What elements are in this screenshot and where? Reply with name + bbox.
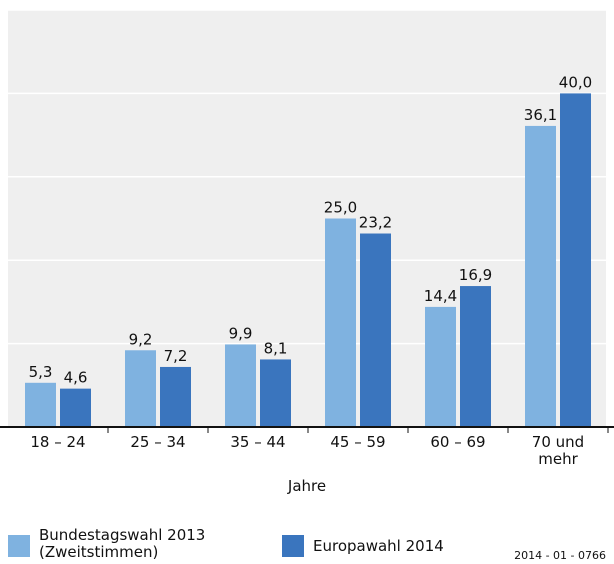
legend-swatch (282, 535, 304, 557)
bar (325, 218, 356, 427)
value-label: 9,9 (229, 324, 253, 342)
x-tick-label: 18 – 24 (30, 433, 86, 451)
value-label: 23,2 (359, 214, 392, 232)
value-label: 7,2 (164, 347, 188, 365)
bar (525, 125, 556, 428)
x-tick-label: 70 und mehr (531, 433, 585, 468)
x-tick-label: 60 – 69 (430, 433, 486, 451)
bar (25, 382, 56, 427)
bar (425, 306, 456, 427)
bar (60, 388, 91, 427)
value-label: 14,4 (424, 287, 457, 305)
x-tick-label: 25 – 34 (130, 433, 186, 451)
value-label: 16,9 (459, 266, 492, 284)
legend-label: Bundestagswahl 2013 (Zweitstimmen) (39, 526, 206, 561)
bar (160, 366, 191, 427)
legend-label: Europawahl 2014 (313, 537, 444, 555)
value-label: 8,1 (264, 339, 288, 357)
value-label: 36,1 (524, 106, 557, 124)
bar (460, 286, 491, 427)
value-label: 4,6 (64, 369, 88, 387)
bar (125, 350, 156, 427)
bar (560, 93, 591, 428)
bar (360, 233, 391, 427)
value-label: 25,0 (324, 199, 357, 217)
x-tick-label: 45 – 59 (330, 433, 386, 451)
value-label: 9,2 (129, 330, 153, 348)
legend-swatch (8, 535, 30, 557)
value-label: 40,0 (559, 73, 592, 91)
bar (225, 344, 256, 427)
plot-background (8, 10, 606, 427)
note: 2014 - 01 - 0766 (514, 549, 606, 562)
value-label: 5,3 (29, 363, 53, 381)
bar (260, 359, 291, 427)
x-axis-title: Jahre (287, 477, 327, 495)
x-tick-label: 35 – 44 (230, 433, 286, 451)
